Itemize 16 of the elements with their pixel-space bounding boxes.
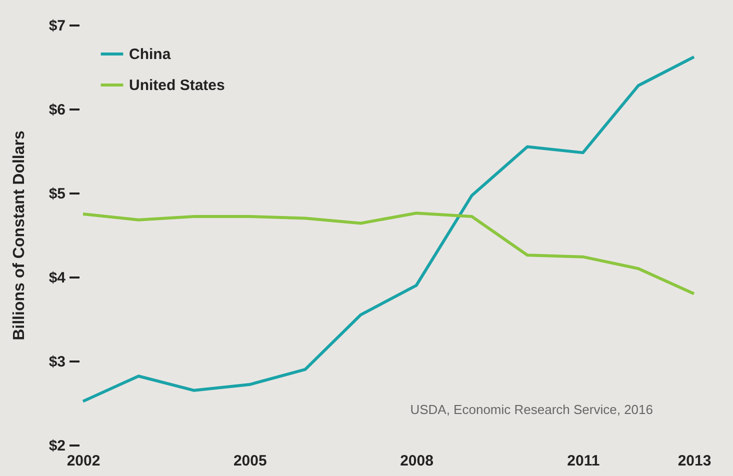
y-tick-label: $3 (48, 354, 66, 370)
legend-label: United States (129, 77, 225, 94)
x-tick-label: 2005 (233, 452, 267, 470)
x-tick-label: 2011 (567, 452, 600, 470)
y-tick-label: $6 (48, 102, 66, 118)
y-tick-label: $4 (48, 270, 66, 286)
x-tick-label: 2008 (400, 452, 434, 470)
annotation: USDA, Economic Research Service, 2016 (410, 402, 653, 417)
y-tick-label: $2 (48, 438, 66, 454)
legend-label: China (129, 46, 172, 63)
y-axis-title: Billions of Constant Dollars (10, 130, 28, 340)
x-tick-label: 2013 (678, 452, 712, 470)
x-tick-label: 2002 (66, 452, 100, 470)
y-tick-label: $7 (48, 18, 66, 34)
y-tick-label: $5 (48, 186, 66, 202)
line-series (82, 212, 696, 296)
